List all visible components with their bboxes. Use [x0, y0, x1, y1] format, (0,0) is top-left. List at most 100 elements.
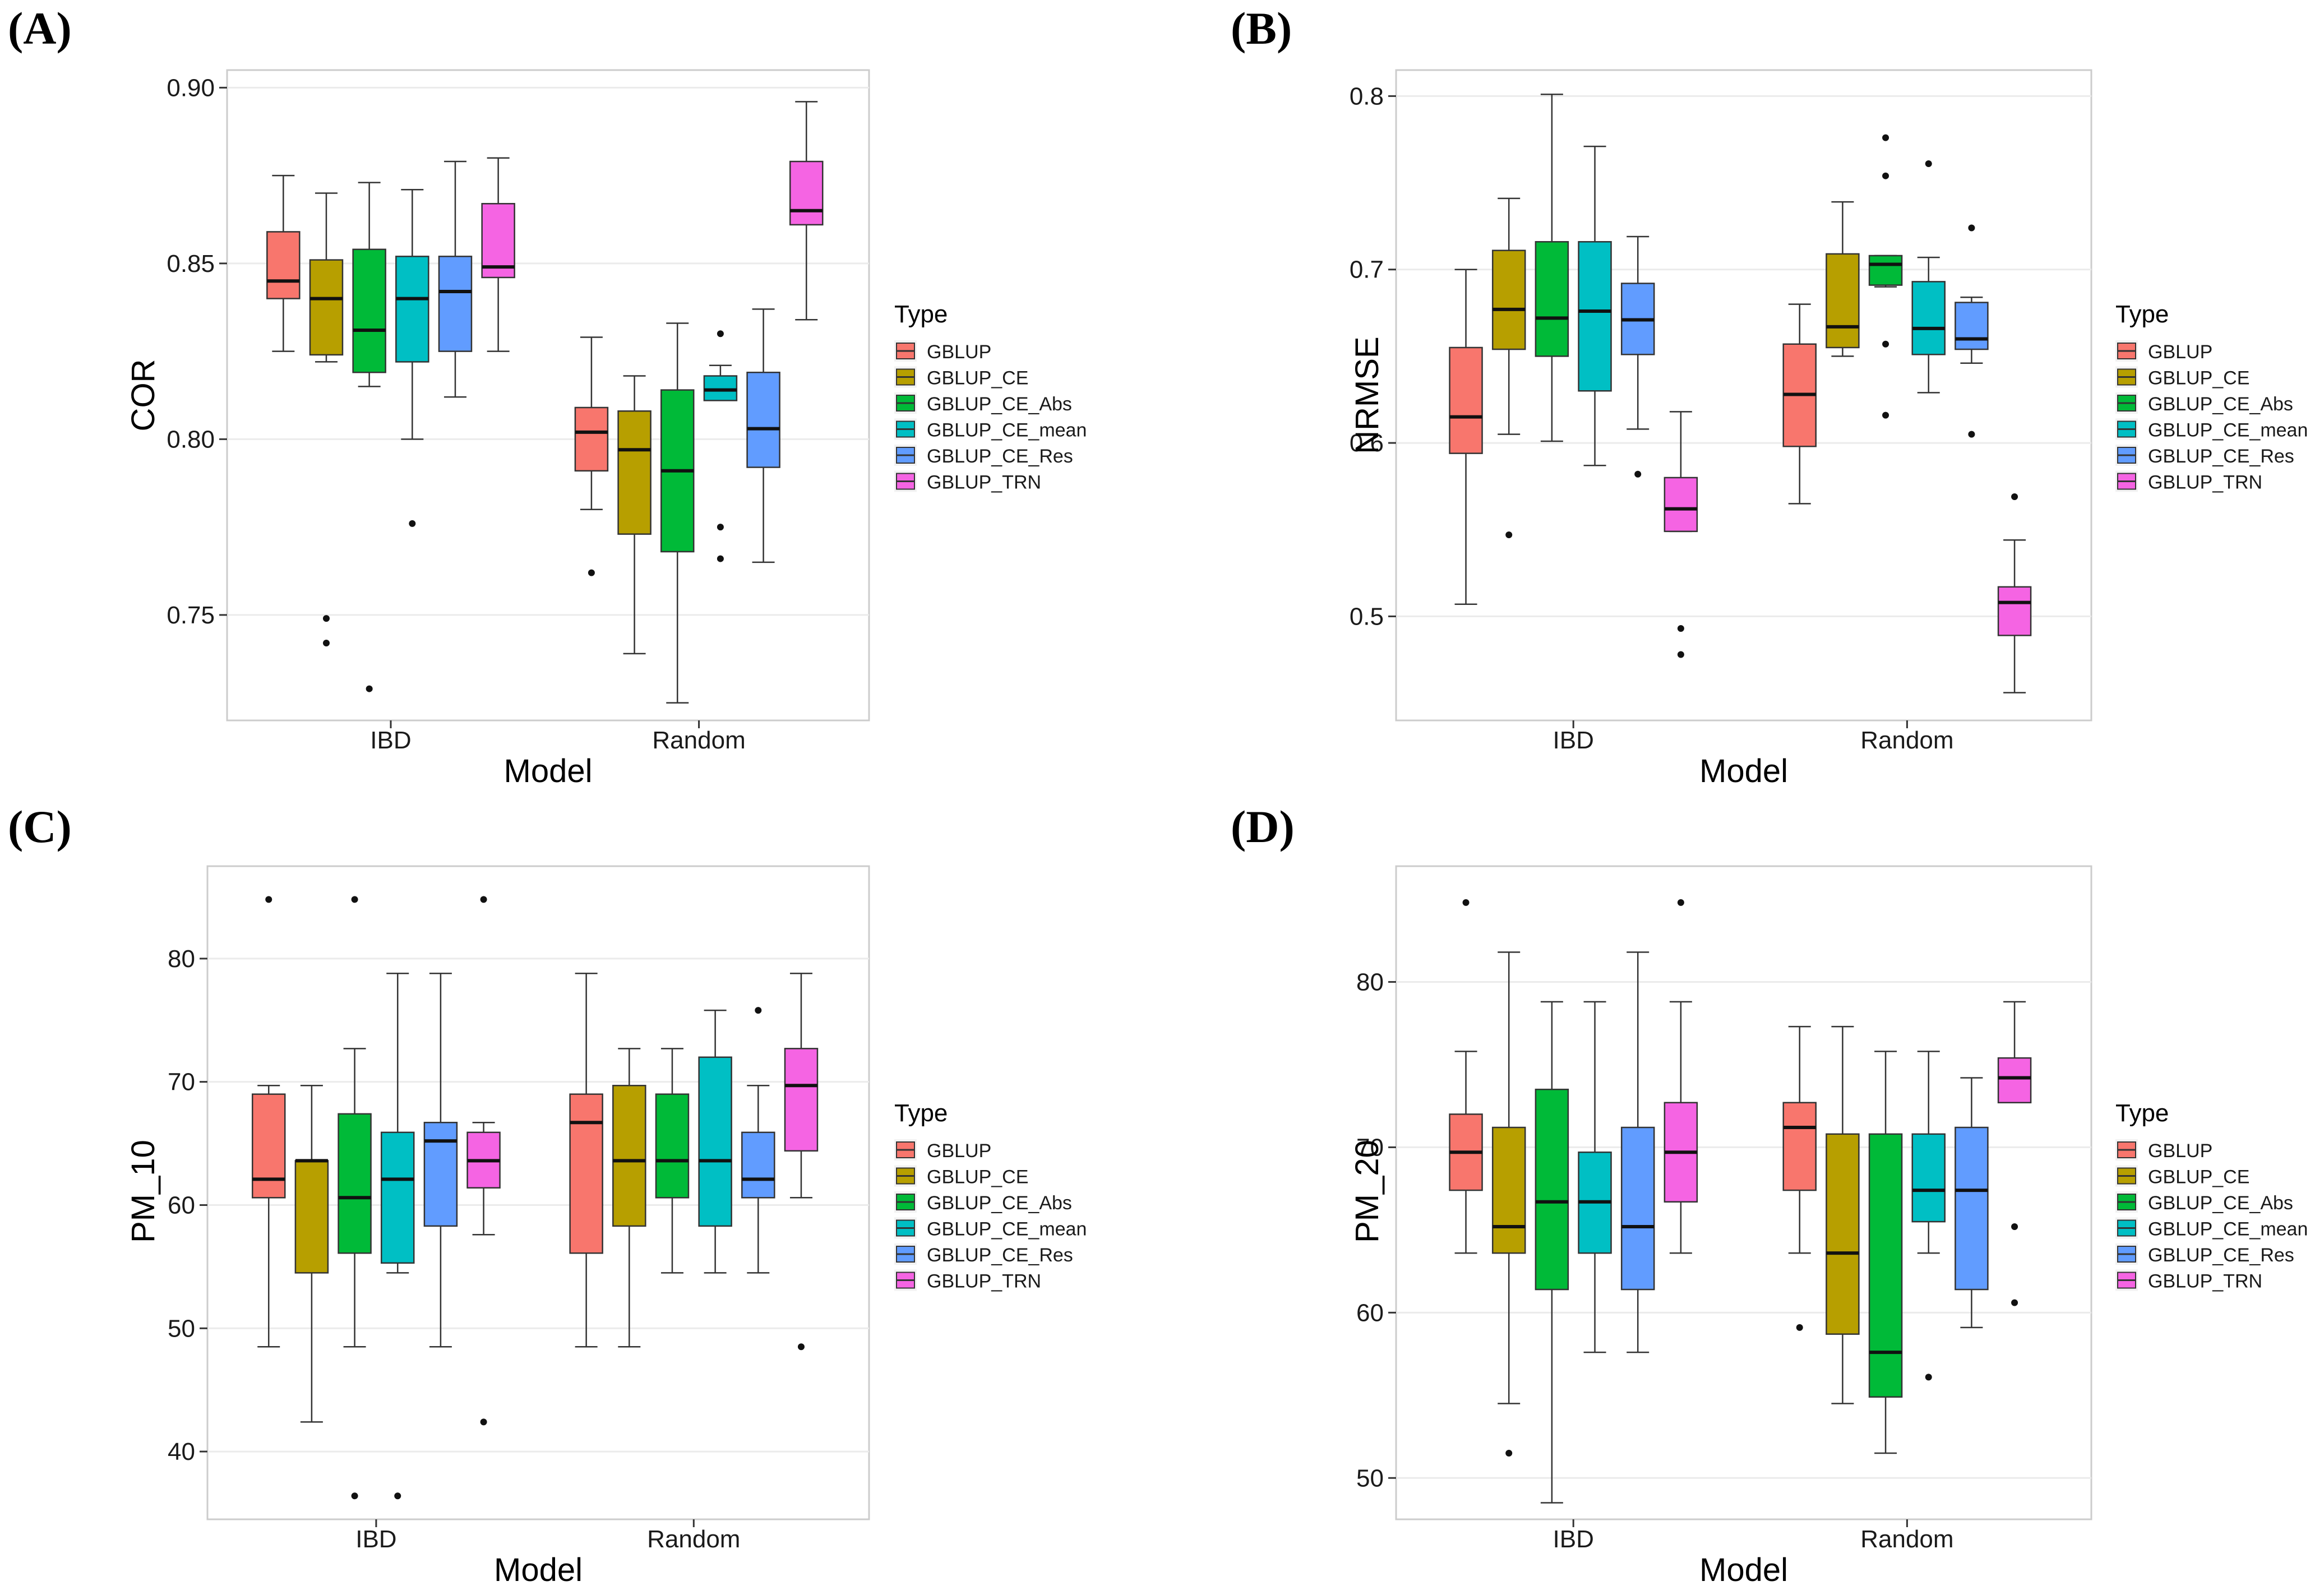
outlier-point [2011, 1223, 2018, 1230]
box-ibd-gblup-ce-abs [352, 182, 386, 692]
box-random-gblup-ce [1826, 1025, 1860, 1404]
panel-label: (C) [8, 801, 72, 852]
legend-title: Type [2115, 1099, 2169, 1127]
box-ibd-gblup-trn [481, 157, 515, 352]
box-iqr [1955, 302, 1989, 350]
box-iqr [1491, 1126, 1526, 1254]
box-iqr [1997, 586, 2032, 636]
legend-entry-label: GBLUP_CE_mean [927, 1219, 1087, 1240]
panel-label: (B) [1231, 3, 1292, 54]
box-iqr [746, 371, 780, 468]
box-iqr [395, 256, 429, 363]
box-random-gblup-ce [617, 375, 652, 655]
box-ibd-gblup-ce-res [423, 972, 458, 1348]
x-axis-label: Model [494, 1552, 583, 1588]
x-axis-label: Model [504, 753, 593, 789]
legend-entry-label: GBLUP_CE_Abs [2148, 394, 2293, 415]
box-iqr [1868, 1133, 1903, 1398]
legend: Type GBLUP GBLUP_CE GBLUP_CE_Abs GBLUP_CE_me… [2115, 1099, 2308, 1292]
chart-panel-2: (C) 40 50 60 70 80 PM_10 IBD Random Model Type GBLU… [8, 801, 1087, 1588]
y-tick-label: 0.8 [1350, 82, 1384, 110]
y-tick-label: 60 [1356, 1299, 1384, 1326]
legend-entry-label: GBLUP_CE_Abs [927, 1192, 1072, 1214]
box-random-gblup-ce-mean [703, 330, 738, 562]
box-ibd-gblup-ce-res [438, 160, 473, 398]
outlier-point [717, 555, 724, 562]
box-iqr [569, 1093, 603, 1254]
outlier-point [1882, 412, 1889, 419]
box-random-gblup-ce-res [1955, 1077, 1989, 1329]
y-tick-label: 0.80 [167, 426, 215, 453]
box-iqr [1535, 241, 1569, 357]
legend-title: Type [2115, 300, 2169, 328]
box-random-gblup-ce-abs [655, 1048, 690, 1274]
legend-entry-label: GBLUP_CE_Res [2148, 446, 2294, 467]
box-iqr [1911, 281, 1946, 355]
box-ibd-gblup [251, 896, 286, 1348]
box-ibd-gblup-ce-mean [380, 972, 415, 1500]
box-iqr [698, 1056, 732, 1227]
box-iqr [1449, 346, 1483, 454]
outlier-point [1968, 431, 1975, 438]
x-axis-label: Model [1699, 753, 1788, 789]
outlier-point [480, 1418, 487, 1426]
x-tick-label: Random [647, 1525, 740, 1553]
outlier-point [351, 896, 358, 903]
legend-entry-label: GBLUP_CE_Res [927, 1245, 1073, 1266]
box-iqr [1535, 1088, 1569, 1291]
x-tick-label: IBD [1553, 727, 1594, 754]
chart-panel-1: (B) 0.5 0.6 0.7 0.8 NRMSE IBD Random Model Type GB… [1231, 3, 2308, 789]
box-iqr [481, 203, 515, 279]
y-tick-label: 0.75 [167, 602, 215, 629]
outlier-point [2011, 493, 2018, 500]
box-iqr [423, 1121, 458, 1227]
panel-label: (A) [8, 3, 72, 54]
box-random-gblup-ce-mean [1911, 1051, 1946, 1381]
legend-entry-label: GBLUP_CE_mean [2148, 1219, 2308, 1240]
outlier-point [1925, 1374, 1932, 1381]
box-iqr [1826, 253, 1860, 349]
outlier-point [480, 896, 487, 903]
legend-entry-label: GBLUP_CE_Res [2148, 1245, 2294, 1266]
box-random-gblup [574, 336, 609, 576]
box-ibd-gblup-trn [1664, 411, 1698, 658]
y-tick-label: 70 [1356, 1134, 1384, 1161]
y-tick-label: 80 [168, 945, 195, 973]
y-axis-label: PM_20 [1349, 1140, 1385, 1243]
box-iqr [617, 410, 652, 535]
legend-entry-label: GBLUP_CE_mean [2148, 420, 2308, 441]
y-axis-label: PM_10 [125, 1140, 161, 1243]
legend-entry-label: GBLUP_CE_Abs [2148, 1192, 2293, 1214]
legend-entry-label: GBLUP_CE_Res [927, 446, 1073, 467]
box-iqr [1578, 241, 1612, 392]
box-iqr [1620, 1126, 1655, 1291]
legend-entry-label: GBLUP_TRN [2148, 1271, 2262, 1292]
box-iqr [1664, 477, 1698, 533]
x-axis-label: Model [1699, 1552, 1788, 1588]
box-ibd-gblup-ce [1491, 197, 1526, 539]
box-iqr [612, 1085, 646, 1227]
box-ibd-gblup-ce-abs [1535, 94, 1569, 442]
box-iqr [1826, 1133, 1860, 1335]
box-random-gblup-ce [1826, 201, 1860, 357]
legend-entry-label: GBLUP [2148, 1140, 2212, 1162]
box-iqr [703, 375, 738, 401]
box-ibd-gblup-trn [466, 896, 501, 1426]
x-tick-label: Random [1860, 727, 1953, 754]
outlier-point [717, 330, 724, 338]
legend: Type GBLUP GBLUP_CE GBLUP_CE_Abs GBLUP_CE_me… [894, 1099, 1087, 1292]
outlier-point [797, 1343, 805, 1351]
box-random-gblup-ce-res [746, 308, 780, 563]
box-random-gblup-trn [784, 972, 819, 1351]
outlier-point [1634, 470, 1642, 478]
box-iqr [1955, 1126, 1989, 1291]
legend: Type GBLUP GBLUP_CE GBLUP_CE_Abs GBLUP_CE_me… [2115, 300, 2308, 493]
chart-panel-0: (A) 0.75 0.80 0.85 0.90 COR IBD Random Model Type… [8, 3, 1087, 789]
box-iqr [438, 256, 473, 352]
legend: Type GBLUP GBLUP_CE GBLUP_CE_Abs GBLUP_CE_me… [894, 300, 1087, 493]
panel-label: (D) [1231, 801, 1295, 852]
box-ibd-gblup [266, 174, 301, 352]
box-random-gblup-ce-abs [1868, 1051, 1903, 1454]
box-ibd-gblup-trn [1664, 899, 1698, 1254]
outlier-point [1796, 1324, 1803, 1331]
